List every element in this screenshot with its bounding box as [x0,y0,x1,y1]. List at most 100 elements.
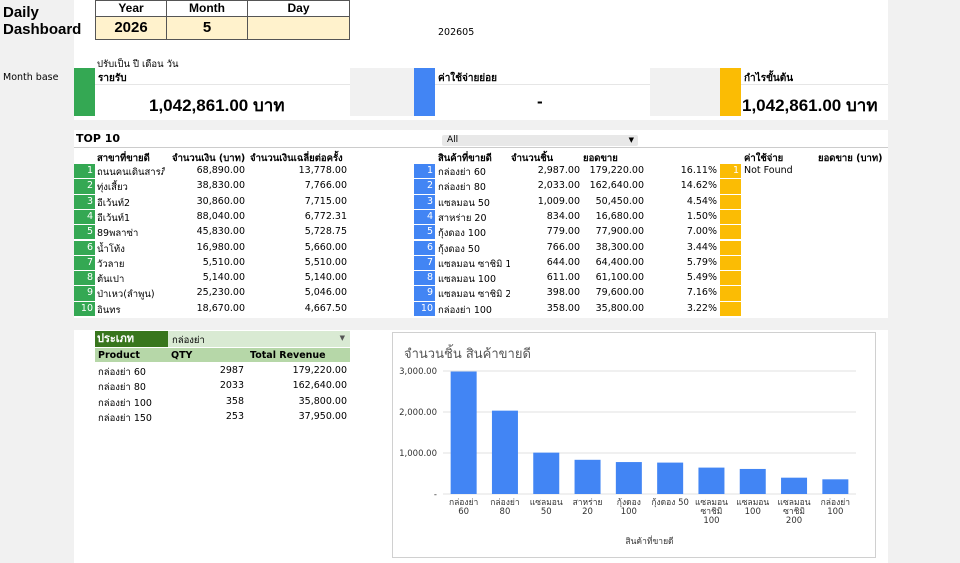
category-revenue: 162,640.00 [292,380,347,392]
year-input[interactable]: 2026 [95,16,167,40]
period-code: 202605 [438,27,475,38]
product-share: 3.44% [686,241,717,253]
product-sales: 179,220.00 [589,165,644,176]
chart-title: จำนวนชิ้น สินค้าขายดี [404,347,531,362]
x-tick-label: แซลมอน [530,498,563,508]
revenue-color-bar [74,68,95,116]
rank-number [720,209,741,225]
branch-amount: 25,230.00 [196,287,245,299]
branch-average: 5,510.00 [304,256,347,268]
rank-number [720,225,741,240]
rank-number: 2 [74,179,95,194]
expense-card: ค่าใช้จ่ายย่อย - [435,68,650,116]
rank-number [720,286,741,301]
product-qty: 611.00 [546,272,580,284]
category-product: กล่องย่า 80 [98,382,146,394]
x-tick-label: กล่องย่า [821,498,850,508]
product-sales: 50,450.00 [595,195,644,207]
bar-chart: -1,000.002,000.003,000.00กล่องย่า60กล่อง… [399,367,856,547]
top10-filter-dropdown[interactable]: All ▼ [442,135,638,146]
product-qty: 644.00 [546,256,580,268]
rank-number: 4 [414,209,435,225]
branch-average: 7,766.00 [304,180,347,192]
branch-average: 13,778.00 [298,165,347,176]
bar [533,452,560,494]
category-product: กล่องย่า 150 [98,412,152,424]
branch-name: 89พลาซ่า [97,228,139,240]
rank-number: 7 [414,255,435,271]
rank-number: 6 [414,240,435,255]
x-tick-label: 200 [786,516,802,526]
x-tick-label: กุ้งดอง [617,497,641,508]
gap-bg [74,120,888,130]
product-sales: 35,800.00 [595,302,644,314]
branch-amount: 16,980.00 [196,241,245,253]
category-dropdown[interactable]: กล่องย่า ▼ [168,331,350,347]
rank-number: 1 [720,164,741,179]
revenue-title: รายรับ [98,73,127,84]
day-input[interactable] [247,16,350,40]
x-tick-label: 80 [500,507,511,517]
branch-amount: 68,890.00 [196,165,245,176]
bar [574,459,601,494]
bar [491,410,518,494]
expense-value: - [537,92,543,111]
branch-name: ป่าเหว(ลำพูน) [97,289,155,301]
product-sales: 16,680.00 [595,210,644,222]
top10-title: TOP 10 [76,132,121,145]
expense-name: Not Found [744,165,793,176]
card-divider [741,84,888,85]
branch-amount: 45,830.00 [196,226,245,238]
top10-divider [74,147,888,148]
expense-col-header: ค่าใช้จ่าย [744,153,784,164]
branch-average: 7,715.00 [304,195,347,207]
revenue-header: Total Revenue [250,350,326,361]
branch-amount: 88,040.00 [196,210,245,222]
title-line-1: Daily [3,4,39,21]
branch-name: ถนนคนเดินสารภี [97,167,165,178]
product-qty: 2,033.00 [537,180,580,192]
x-tick-label: ซาชิมิ [783,507,805,517]
rank-number: 3 [414,194,435,209]
product-name: แซลมอน 100 [438,274,497,286]
bar [698,467,725,494]
x-tick-label: แซลมอน [695,498,728,508]
product-share: 3.22% [686,302,717,314]
category-label: ประเภท [95,331,168,347]
branch-name: น้ำโท้ง [97,243,125,255]
product-name: กุ้งดอง 100 [438,228,487,240]
category-qty: 253 [225,410,244,422]
rank-number: 5 [74,225,95,240]
product-share: 7.16% [686,287,717,299]
bar [781,477,808,494]
x-tick-label: 50 [541,507,552,517]
product-qty: 2,987.00 [537,165,580,176]
product-sales: 38,300.00 [595,241,644,253]
month-base-label: Month base [3,72,59,83]
expense-sales-col-header: ยอดขาย (บาท) [818,153,883,164]
product-name: แซลมอน 50 [438,197,490,209]
title-line-2: Dashboard [3,21,82,38]
avg-col-header: จำนวนเงินเฉลี่ยต่อครั้ง [250,153,343,164]
x-tick-label: แซลมอน [778,498,811,508]
rank-number: 10 [414,301,435,316]
product-qty: 358.00 [546,302,580,314]
rank-number: 9 [74,286,95,301]
branch-name: อินทร [97,304,121,316]
product-name: กล่องย่า 60 [438,167,486,178]
chevron-down-icon: ▼ [628,136,634,144]
y-tick-label: 1,000.00 [399,449,437,459]
branch-average: 5,140.00 [304,272,347,284]
branch-average: 5,660.00 [304,241,347,253]
month-input[interactable]: 5 [166,16,248,40]
qty-col-header: จำนวนชิ้น [511,153,554,164]
card-divider [435,84,650,85]
category-product: กล่องย่า 100 [98,397,152,409]
product-name: แซลมอน ซาชิมิ 1 [438,258,510,270]
x-tick-label: กล่องย่า [449,498,478,508]
product-share: 4.54% [686,195,717,207]
y-tick-label: 3,000.00 [399,367,437,377]
branch-amount: 30,860.00 [196,195,245,207]
rank-number: 8 [74,271,95,286]
x-tick-label: 60 [458,507,469,517]
